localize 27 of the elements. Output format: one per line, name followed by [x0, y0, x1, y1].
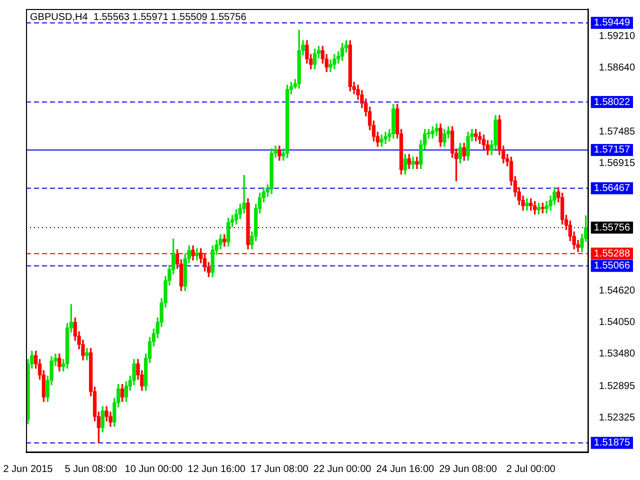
- ref-line-label: 1.51875: [594, 438, 630, 449]
- x-tick-label: 5 Jun 08:00: [64, 464, 118, 475]
- x-tick-label: 29 Jun 08:00: [439, 464, 498, 475]
- x-tick-label: 22 Jun 00:00: [313, 464, 372, 475]
- x-tick-label: 2 Jul 00:00: [506, 464, 556, 475]
- y-tick-label: 1.58640: [598, 62, 636, 74]
- ref-line-label: 1.57157: [594, 144, 630, 156]
- ref-line-label: 1.55756: [594, 222, 630, 234]
- y-tick-label: 1.52895: [598, 381, 636, 392]
- x-tick-label: 17 Jun 08:00: [250, 464, 309, 475]
- chart-title: GBPUSD,H4 1.55563 1.55971 1.55509 1.55756: [30, 12, 247, 23]
- y-tick-label: 1.59210: [598, 30, 636, 42]
- y-tick-label: 1.52325: [598, 412, 636, 424]
- ref-line-label: 1.55288: [594, 248, 630, 260]
- y-tick-label: 1.57485: [598, 126, 636, 138]
- ref-line-label: 1.56467: [594, 183, 630, 194]
- x-tick-label: 12 Jun 16:00: [188, 464, 246, 475]
- y-tick-label: 1.56915: [598, 158, 636, 170]
- y-tick-label: 1.53480: [598, 348, 636, 360]
- ref-line-label: 1.59449: [594, 18, 630, 29]
- x-tick-label: 24 Jun 16:00: [376, 464, 435, 475]
- x-tick-label: 10 Jun 00:00: [124, 464, 184, 475]
- ref-line-label: 1.58022: [594, 96, 630, 108]
- x-tick-label: 2 Jun 2015: [3, 464, 54, 475]
- y-tick-label: 1.54620: [598, 285, 636, 296]
- ref-line-label: 1.55066: [594, 260, 630, 272]
- y-tick-label: 1.54050: [598, 317, 636, 328]
